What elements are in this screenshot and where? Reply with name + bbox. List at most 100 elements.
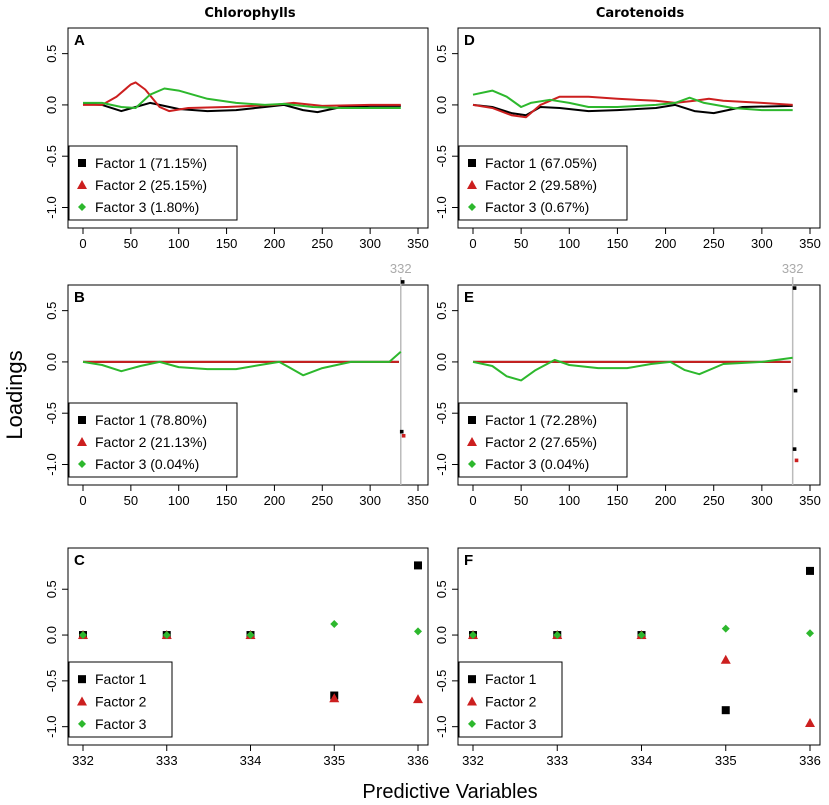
legend-marker-factor-3-e xyxy=(468,460,476,468)
legend-marker-factor-2-d xyxy=(467,180,477,189)
legend-marker-factor-3-c xyxy=(78,719,86,728)
legend-label-e: Factor 2 (27.65%) xyxy=(485,434,597,450)
legend-marker-factor-2-b xyxy=(77,437,87,446)
x-tick-label-f: 336 xyxy=(799,753,821,768)
point-factor-2-f xyxy=(805,718,815,728)
x-tick-label-f: 332 xyxy=(462,753,484,768)
legend-label-d: Factor 3 (0.67%) xyxy=(485,199,589,215)
legend-label-c: Factor 1 xyxy=(95,671,147,687)
legend-label-b: Factor 1 (78.80%) xyxy=(95,412,207,428)
x-tick-label-e: 150 xyxy=(607,493,629,508)
x-tick-label-d: 50 xyxy=(514,236,528,251)
x-tick-label-e: 100 xyxy=(558,493,580,508)
legend-marker-factor-2-e xyxy=(467,437,477,446)
x-axis-label: Predictive Variables xyxy=(362,781,537,803)
x-tick-label-c: 336 xyxy=(407,753,429,768)
x-tick-label-d: 0 xyxy=(469,236,476,251)
point-factor-1-f xyxy=(806,566,814,575)
y-tick-label-a: 0.5 xyxy=(44,45,59,63)
legend-marker-factor-1-d xyxy=(468,159,476,167)
x-tick-label-b: 100 xyxy=(168,493,190,508)
x-tick-label-e: 350 xyxy=(799,493,821,508)
legend-box-e xyxy=(458,402,628,478)
x-tick-label-e: 50 xyxy=(514,493,528,508)
x-tick-label-a: 0 xyxy=(79,236,86,251)
x-tick-label-e: 250 xyxy=(703,493,725,508)
legend-label-a: Factor 3 (1.80%) xyxy=(95,199,199,215)
legend-marker-factor-2-c xyxy=(77,696,87,706)
legend-box-b xyxy=(68,402,238,478)
legend-box-c xyxy=(68,661,173,738)
y-tick-label-b: -0.5 xyxy=(44,402,59,424)
legend-box-d xyxy=(458,145,628,221)
legend-marker-factor-3-d xyxy=(468,203,476,211)
legend-label-a: Factor 2 (25.15%) xyxy=(95,177,207,193)
point-factor-3-f xyxy=(637,631,646,640)
x-tick-label-a: 50 xyxy=(124,236,138,251)
x-tick-label-e: 300 xyxy=(751,493,773,508)
legend-marker-factor-2-a xyxy=(77,180,87,189)
point-factor-3-f xyxy=(806,629,814,638)
legend-marker-factor-1-e xyxy=(468,416,476,424)
y-tick-label-d: -1.0 xyxy=(434,196,449,218)
panel-c: C 332 333 334 335 336 -1.0 -0.5 0.0 0.5 Factor 1 Fa… xyxy=(44,547,429,768)
point-factor-1-e xyxy=(792,286,797,290)
series-line-factor-1-a xyxy=(82,101,401,114)
x-tick-label-a: 350 xyxy=(407,236,429,251)
panel-letter-f: F xyxy=(464,552,473,569)
legend-label-c: Factor 2 xyxy=(95,694,147,710)
legend-label-e: Factor 3 (0.04%) xyxy=(485,456,589,472)
panel-letter-b: B xyxy=(74,289,85,306)
legend-label-c: Factor 3 xyxy=(95,716,147,732)
series-line-factor-3-d xyxy=(472,89,793,112)
column-title-carotenoids: Carotenoids xyxy=(596,6,685,21)
legend-label-f: Factor 1 xyxy=(485,671,537,687)
point-factor-3-c xyxy=(79,631,87,640)
y-tick-label-a: -1.0 xyxy=(44,196,59,218)
x-tick-label-b: 300 xyxy=(359,493,381,508)
x-tick-label-e: 0 xyxy=(469,493,476,508)
legend-marker-factor-1-f xyxy=(468,675,476,684)
legend-label-f: Factor 2 xyxy=(485,694,537,710)
y-tick-label-f: -1.0 xyxy=(434,715,449,737)
x-tick-label-a: 300 xyxy=(359,236,381,251)
reference-label-e: 332 xyxy=(782,261,804,276)
x-tick-label-a: 100 xyxy=(168,236,190,251)
legend-marker-factor-2-f xyxy=(467,696,477,706)
x-tick-label-b: 250 xyxy=(311,493,333,508)
point-factor-3-f xyxy=(469,631,477,640)
y-tick-label-e: -1.0 xyxy=(434,453,449,475)
point-factor-2-c xyxy=(413,694,423,704)
y-tick-label-b: 0.5 xyxy=(44,302,59,320)
point-factor-3-c xyxy=(414,627,422,636)
panel-d: D 0 50 100 150 200 250 300 350 -1.0 -0.5 0.0 0.5 Fact… xyxy=(434,27,821,251)
legend-label-d: Factor 2 (29.58%) xyxy=(485,177,597,193)
point-factor-3-f xyxy=(553,631,562,640)
y-tick-label-d: 0.0 xyxy=(434,96,449,114)
x-tick-label-d: 300 xyxy=(751,236,773,251)
legend-marker-factor-1-b xyxy=(78,416,86,424)
legend-label-e: Factor 1 (72.28%) xyxy=(485,412,597,428)
legend-marker-factor-3-a xyxy=(78,203,86,211)
x-tick-label-c: 334 xyxy=(240,753,262,768)
series-line-factor-1-d xyxy=(472,103,793,117)
panel-frame-b xyxy=(67,284,429,486)
x-tick-label-d: 200 xyxy=(655,236,677,251)
x-tick-label-f: 335 xyxy=(715,753,737,768)
panel-b: B 0 50 100 150 200 250 300 350 -1.0 -0.5 0.0 0.5 332 F… xyxy=(44,261,429,508)
panel-frame-d xyxy=(457,27,821,229)
panel-letter-d: D xyxy=(464,32,475,49)
series-line-factor-3-e xyxy=(472,356,793,382)
y-tick-label-a: 0.0 xyxy=(44,96,59,114)
y-tick-label-c: -0.5 xyxy=(44,670,59,692)
x-tick-label-d: 250 xyxy=(703,236,725,251)
x-tick-label-b: 200 xyxy=(264,493,286,508)
y-tick-label-d: -0.5 xyxy=(434,145,449,167)
x-tick-label-a: 150 xyxy=(216,236,238,251)
panel-frame-a xyxy=(67,27,429,229)
point-factor-1-f xyxy=(721,706,730,715)
point-factor-1-b xyxy=(400,280,405,284)
legend-label-b: Factor 2 (21.13%) xyxy=(95,434,207,450)
y-tick-label-c: -1.0 xyxy=(44,715,59,737)
